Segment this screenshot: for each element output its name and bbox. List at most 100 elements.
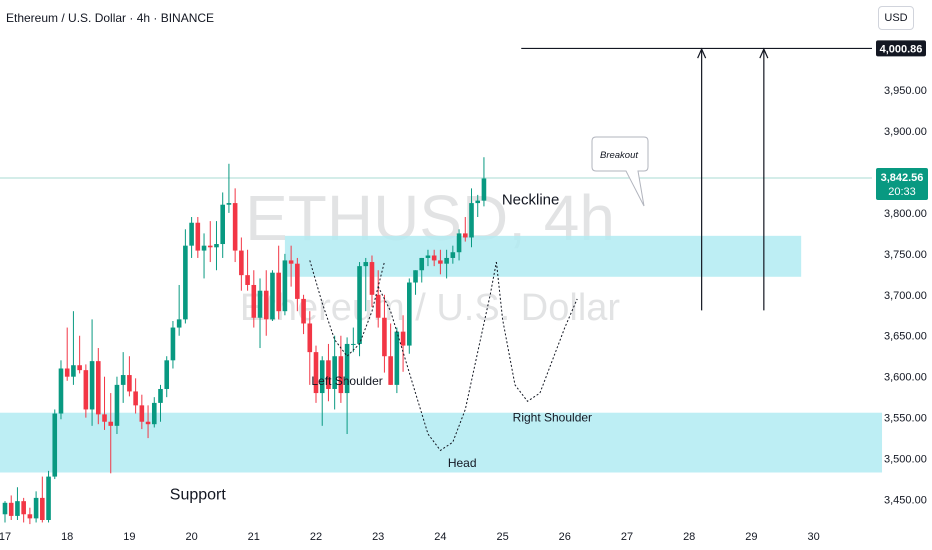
y-tick-label: 3,550.00 bbox=[884, 413, 927, 425]
candle-body bbox=[145, 421, 151, 425]
current-price-label: 3,842.56 bbox=[881, 172, 924, 184]
candle-body bbox=[183, 245, 188, 320]
candle-body bbox=[170, 327, 176, 361]
candle-body bbox=[33, 497, 39, 519]
candle-body bbox=[52, 413, 58, 477]
x-tick-label: 28 bbox=[683, 531, 695, 543]
left-shoulder-curve bbox=[309, 260, 385, 357]
countdown-label: 20:33 bbox=[888, 186, 916, 198]
candle-body bbox=[232, 203, 238, 251]
y-tick-label: 3,950.00 bbox=[884, 85, 927, 97]
candle-body bbox=[282, 260, 288, 312]
candle-body bbox=[413, 270, 418, 283]
candle-body bbox=[295, 263, 300, 299]
candle-body bbox=[40, 497, 45, 520]
candle-body bbox=[363, 262, 369, 267]
candle-body bbox=[189, 222, 194, 246]
candle-body bbox=[332, 356, 337, 389]
target-price-tag bbox=[876, 40, 926, 57]
x-tick-label: 17 bbox=[0, 531, 11, 543]
candle-body bbox=[127, 375, 132, 392]
support-label: Support bbox=[170, 487, 227, 504]
y-tick-label: 3,450.00 bbox=[884, 495, 927, 507]
head-label: Head bbox=[448, 456, 477, 470]
candle-body bbox=[276, 272, 281, 312]
head-curve bbox=[377, 261, 497, 452]
currency-button[interactable]: USD bbox=[878, 6, 914, 30]
candle-body bbox=[419, 257, 425, 271]
candle-body bbox=[64, 368, 70, 377]
x-tick-label: 22 bbox=[310, 531, 322, 543]
candle-body bbox=[139, 405, 145, 422]
target-arrow-head bbox=[759, 47, 769, 59]
support-zone bbox=[0, 412, 883, 473]
candle-body bbox=[394, 331, 400, 385]
candle-body bbox=[338, 356, 344, 394]
candle-body bbox=[77, 365, 82, 371]
candle-body bbox=[375, 294, 381, 318]
candle-body bbox=[207, 245, 213, 248]
candle-body bbox=[251, 284, 257, 318]
candle-body bbox=[400, 331, 406, 346]
candle-body bbox=[120, 375, 126, 385]
candle-body bbox=[83, 370, 89, 410]
candle-body bbox=[71, 365, 76, 377]
right-shoulder-label: Right Shoulder bbox=[513, 411, 592, 425]
candle-body bbox=[382, 317, 387, 357]
y-tick-label: 3,900.00 bbox=[884, 126, 927, 138]
candle-body bbox=[450, 252, 456, 258]
candle-body bbox=[58, 368, 64, 414]
y-tick-label: 3,600.00 bbox=[884, 372, 927, 384]
candle-body bbox=[462, 233, 468, 238]
candle-body bbox=[239, 250, 244, 276]
left-shoulder-label: Left Shoulder bbox=[311, 374, 382, 388]
candle-body bbox=[89, 361, 95, 410]
candle-body bbox=[102, 414, 107, 422]
x-tick-label: 29 bbox=[745, 531, 757, 543]
candle-body bbox=[369, 262, 375, 295]
symbol-title[interactable]: Ethereum / U.S. Dollar · 4h · BINANCE bbox=[6, 11, 215, 25]
candle-body bbox=[407, 282, 412, 346]
candle-body bbox=[8, 502, 14, 516]
candle-body bbox=[307, 323, 313, 353]
target-arrow-head bbox=[697, 47, 707, 59]
target-price-label: 4,000.86 bbox=[880, 43, 923, 55]
y-tick-label: 3,800.00 bbox=[884, 208, 927, 220]
candle-body bbox=[257, 290, 263, 318]
candle-body bbox=[201, 245, 207, 251]
candle-body bbox=[15, 501, 20, 516]
x-tick-label: 23 bbox=[372, 531, 384, 543]
candle-body bbox=[270, 272, 275, 320]
candle-body bbox=[357, 266, 362, 344]
candle-body bbox=[288, 260, 294, 264]
y-tick-label: 3,700.00 bbox=[884, 290, 927, 302]
candle-body bbox=[456, 233, 462, 253]
candle-body bbox=[388, 356, 393, 385]
candle-body bbox=[431, 255, 437, 261]
candle-body bbox=[220, 204, 225, 245]
candle-body bbox=[263, 290, 269, 320]
candle-body bbox=[326, 360, 331, 389]
candle-body bbox=[313, 352, 319, 394]
candle-body bbox=[96, 361, 101, 415]
candle-body bbox=[444, 257, 449, 264]
breakout-label: Breakout bbox=[600, 150, 638, 161]
candle-body bbox=[133, 391, 138, 406]
candle-body bbox=[27, 514, 33, 519]
x-tick-label: 26 bbox=[559, 531, 571, 543]
neckline-label: Neckline bbox=[502, 192, 560, 209]
candle-body bbox=[469, 203, 474, 238]
candle-body bbox=[195, 222, 201, 251]
y-tick-label: 3,500.00 bbox=[884, 454, 927, 466]
y-tick-label: 3,750.00 bbox=[884, 249, 927, 261]
right-shoulder-curve bbox=[495, 261, 578, 402]
candle-body bbox=[351, 343, 356, 345]
x-tick-label: 18 bbox=[61, 531, 73, 543]
candle-body bbox=[176, 319, 182, 328]
candle-body bbox=[344, 343, 350, 394]
candle-body bbox=[245, 275, 250, 285]
x-tick-label: 30 bbox=[807, 531, 819, 543]
candle-body bbox=[301, 298, 306, 324]
